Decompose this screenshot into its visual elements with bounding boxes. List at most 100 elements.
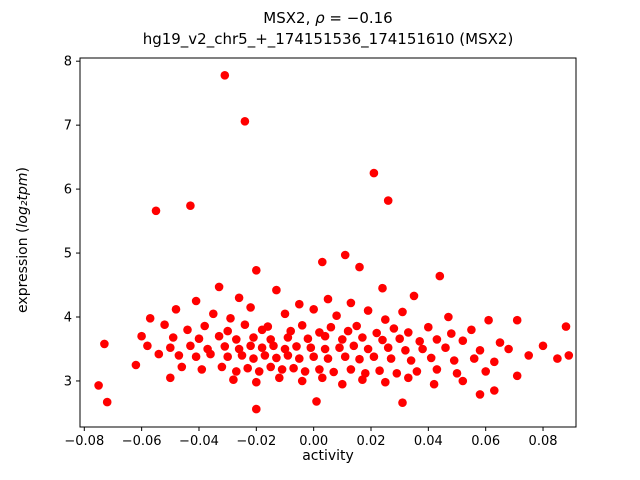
scatter-point: [171, 305, 181, 314]
scatter-point: [312, 397, 321, 406]
scatter-point: [369, 168, 379, 178]
scatter-point: [320, 344, 330, 354]
scatter-point: [340, 250, 350, 260]
scatter-point: [358, 375, 367, 385]
scatter-point: [249, 354, 258, 363]
axes-box: [79, 57, 577, 428]
x-tick-label: −0.06: [122, 434, 162, 449]
scatter-point: [183, 325, 192, 335]
scatter-point: [226, 314, 235, 323]
scatter-point: [355, 262, 364, 272]
scatter-point: [404, 373, 413, 383]
chart-title: MSX2, ρ = −0.16: [263, 9, 393, 27]
scatter-point: [361, 369, 370, 378]
scatter-point: [538, 341, 548, 351]
scatter-point: [166, 373, 175, 383]
scatter-point: [206, 349, 215, 359]
scatter-point: [320, 331, 330, 341]
y-tick-label: 7: [64, 119, 72, 134]
scatter-point: [449, 356, 459, 365]
scatter-point: [415, 337, 425, 346]
scatter-point: [240, 320, 250, 330]
scatter-point: [295, 299, 304, 309]
scatter-point: [275, 373, 284, 383]
scatter-point: [243, 363, 252, 373]
scatter-point: [220, 71, 230, 80]
scatter-point: [318, 373, 327, 383]
scatter-point: [300, 367, 310, 376]
x-tick-label: −0.08: [64, 434, 104, 449]
scatter-point: [398, 398, 407, 408]
scatter-point: [260, 351, 270, 360]
x-tick-label: −0.04: [179, 434, 219, 449]
scatter-point: [352, 321, 362, 331]
scatter-point: [277, 365, 287, 374]
scatter-point: [432, 365, 442, 374]
scatter-point: [251, 377, 261, 387]
scatter-point: [306, 343, 316, 353]
scatter-point: [223, 352, 232, 362]
scatter-point: [512, 315, 522, 325]
x-tick-label: −0.02: [236, 434, 276, 449]
scatter-point: [372, 328, 382, 338]
scatter-point: [409, 291, 419, 301]
scatter-point: [435, 271, 445, 281]
scatter-point: [323, 294, 333, 304]
scatter-point: [318, 257, 327, 267]
scatter-point: [381, 315, 390, 324]
y-tick-label: 3: [64, 375, 72, 390]
scatter-point: [283, 351, 293, 360]
scatter-point: [197, 365, 207, 374]
scatter-point: [297, 376, 307, 386]
scatter-point: [335, 343, 344, 353]
scatter-point: [490, 386, 499, 395]
scatter-point: [220, 342, 230, 351]
scatter-point: [426, 353, 436, 363]
scatter-point: [447, 329, 456, 338]
scatter-point: [272, 285, 281, 295]
scatter-point: [363, 306, 373, 315]
scatter-point: [424, 322, 433, 332]
scatter-point: [174, 351, 184, 360]
y-tick-label: 5: [64, 247, 72, 262]
scatter-point: [309, 352, 319, 362]
scatter-point: [378, 283, 387, 293]
scatter-point: [257, 325, 267, 335]
scatter-point: [383, 343, 393, 353]
scatter-point: [232, 335, 241, 344]
scatter-point: [251, 404, 261, 414]
x-tick-label: 0.04: [414, 434, 443, 449]
scatter-point: [369, 352, 379, 362]
scatter-points: [94, 71, 574, 414]
y-tick-label: 6: [64, 183, 72, 198]
scatter-point: [383, 196, 393, 205]
scatter-point: [217, 362, 227, 372]
rho-symbol: ρ: [315, 9, 325, 27]
scatter-point: [441, 343, 450, 353]
scatter-point: [100, 339, 109, 349]
scatter-point: [240, 117, 250, 126]
scatter-point: [475, 390, 485, 399]
chart-title-block: MSX2, ρ = −0.16 hg19_v2_chr5_+_174151536…: [80, 8, 576, 50]
scatter-point: [166, 343, 175, 353]
x-tick-label: 0.08: [529, 434, 558, 449]
scatter-point: [315, 365, 324, 374]
scatter-point: [467, 325, 476, 335]
scatter-point: [346, 365, 356, 374]
scatter-point: [329, 367, 339, 377]
scatter-point: [495, 338, 505, 347]
scatter-point: [232, 367, 241, 376]
scatter-point: [145, 314, 155, 323]
scatter-point: [94, 381, 103, 390]
scatter-point: [272, 353, 281, 363]
scatter-point: [191, 352, 201, 362]
scatter-point: [223, 326, 232, 336]
scatter-point: [332, 311, 341, 321]
scatter-point: [295, 354, 304, 363]
scatter-point: [229, 375, 238, 385]
scatter-point: [401, 346, 410, 355]
scatter-point: [234, 293, 244, 303]
scatter-point: [280, 309, 290, 319]
scatter-point: [186, 201, 195, 210]
